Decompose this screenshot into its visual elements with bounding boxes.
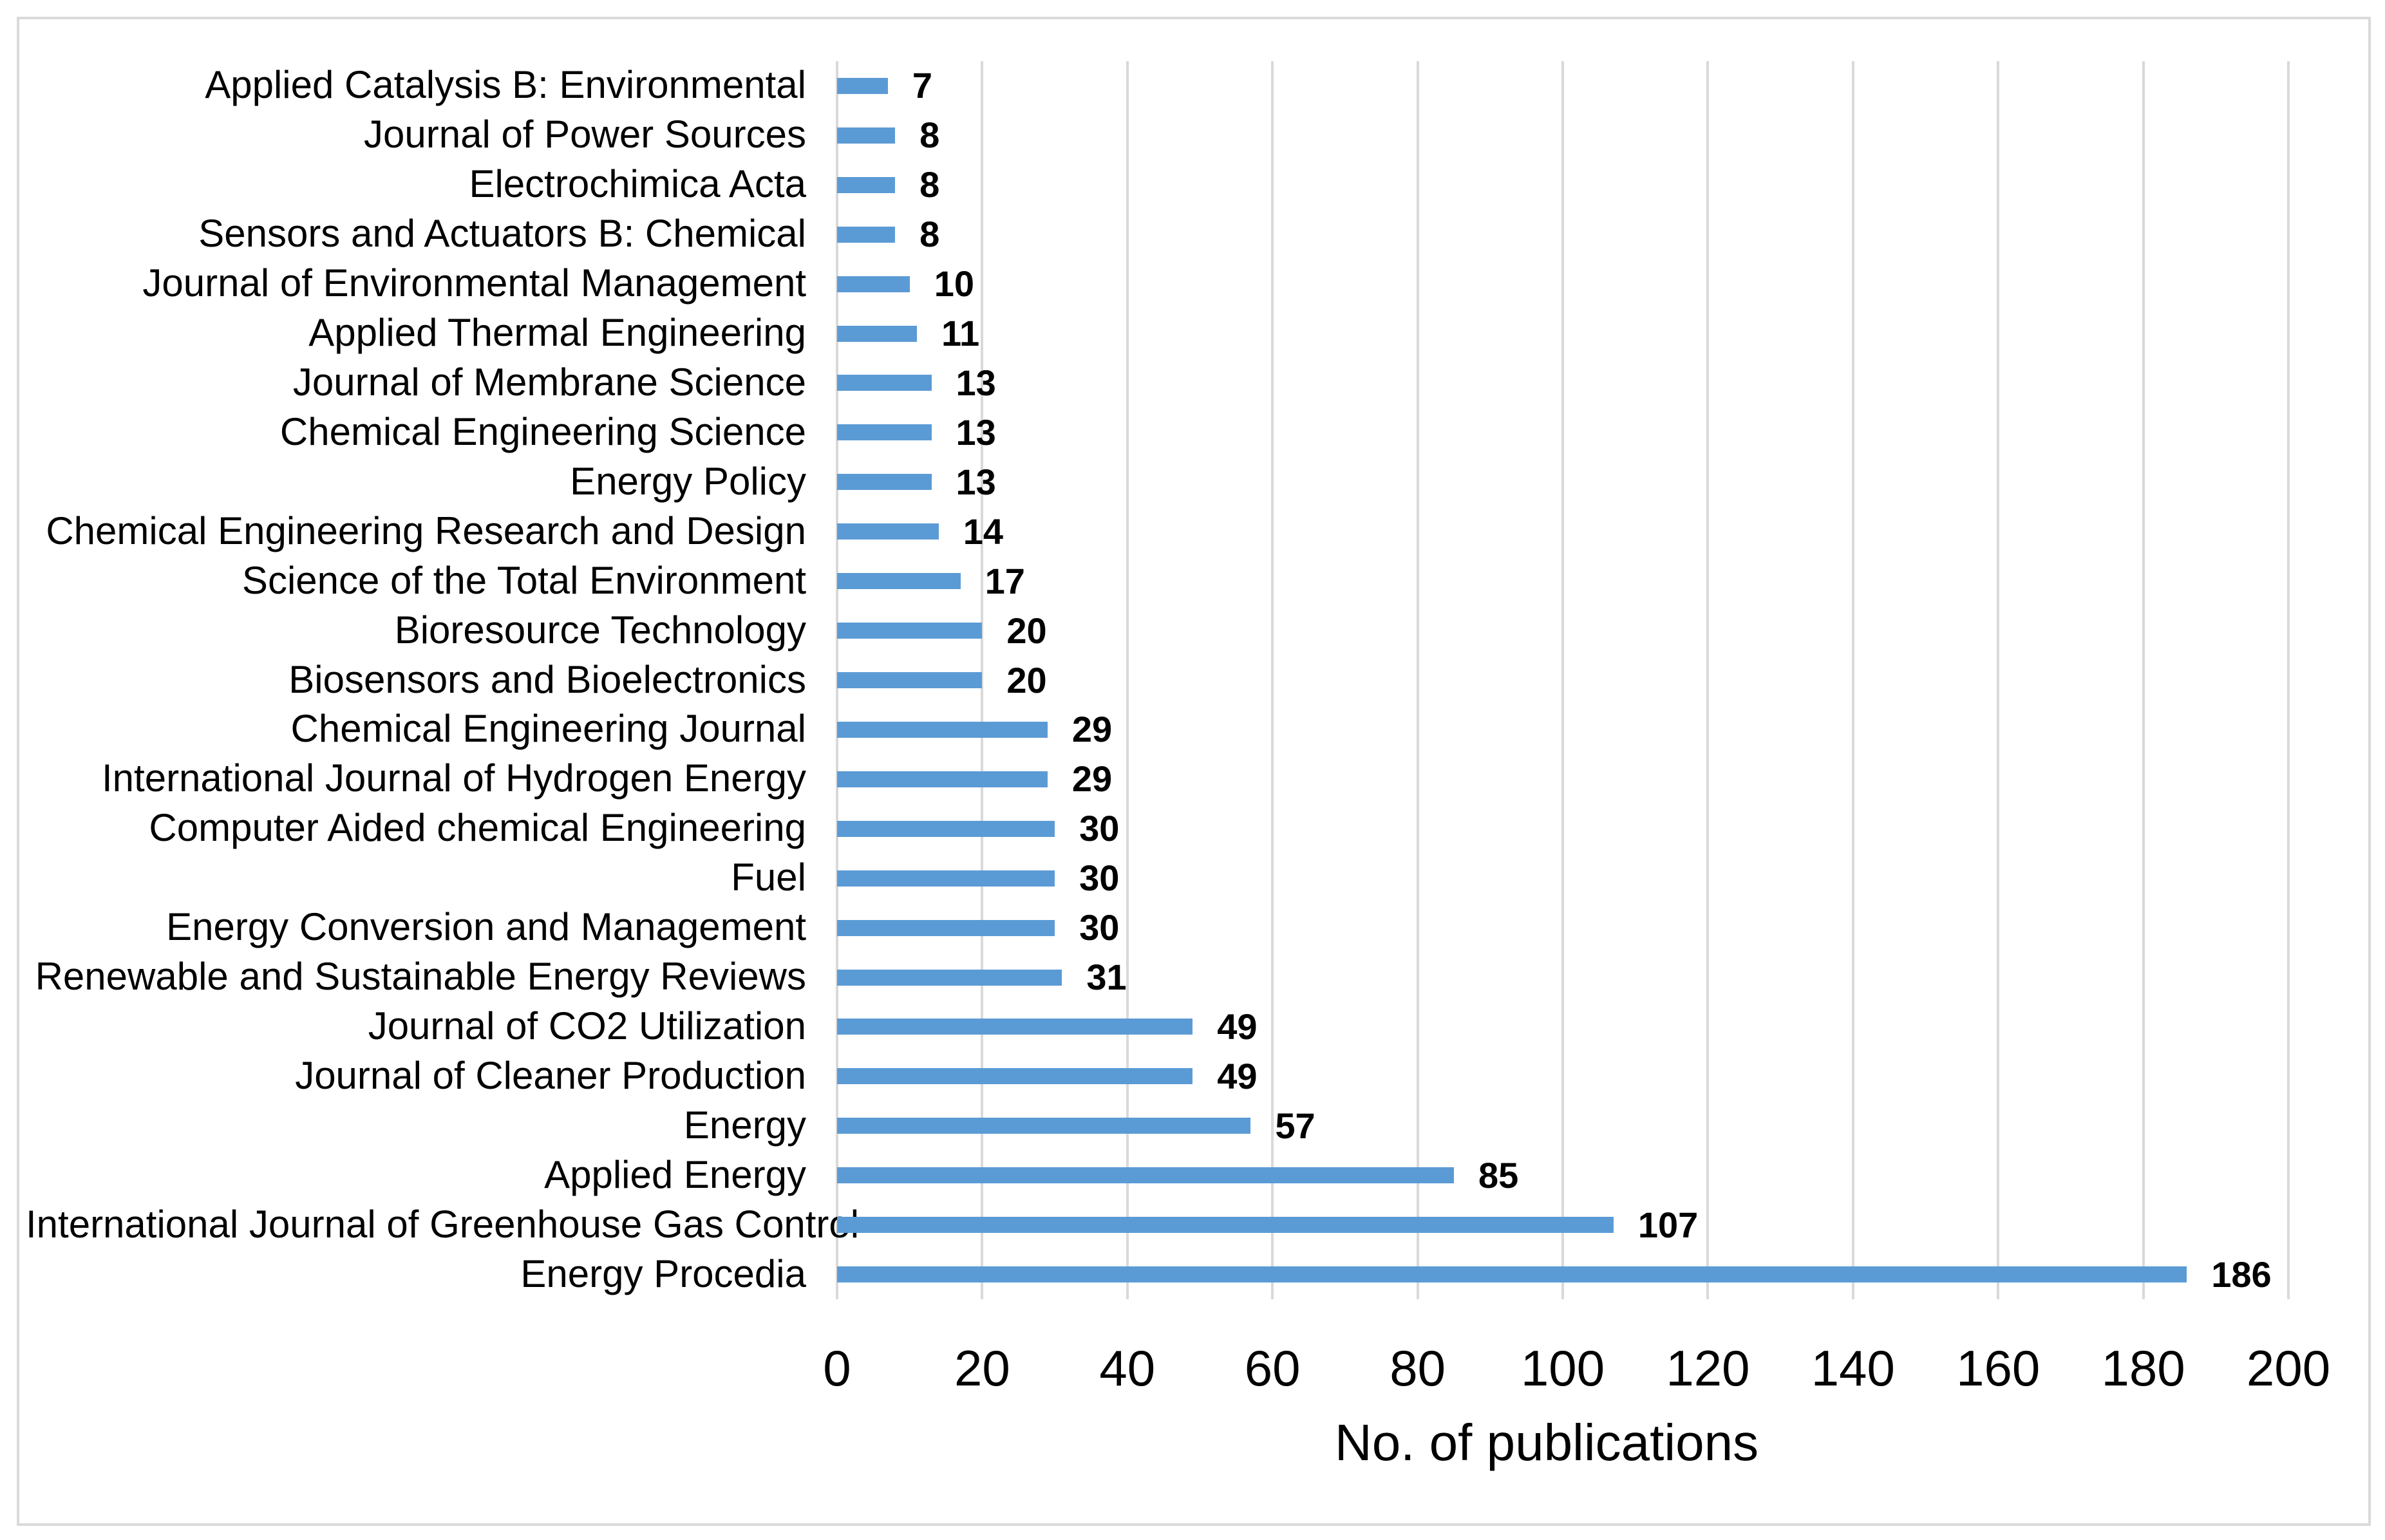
category-label: Journal of CO2 Utilization: [368, 1004, 806, 1047]
category-label: Energy Policy: [570, 459, 806, 503]
bar-20: [837, 672, 983, 688]
value-label: 57: [1275, 1105, 1315, 1146]
category-label: Journal of Environmental Management: [142, 261, 806, 305]
gridline-x-20: [981, 61, 984, 1299]
value-label: 14: [963, 511, 1004, 552]
value-label: 186: [2211, 1254, 2272, 1295]
gridline-x-120: [1706, 61, 1710, 1299]
gridline-x-200: [2287, 61, 2290, 1299]
category-label: Bioresource Technology: [394, 608, 806, 652]
bar-8: [837, 176, 896, 193]
x-tick-label: 160: [1956, 1340, 2041, 1396]
bar-20: [837, 623, 983, 639]
bar-17: [837, 573, 961, 590]
bar-30: [837, 870, 1055, 887]
category-label: International Journal of Hydrogen Energy: [101, 756, 806, 800]
category-label: International Journal of Greenhouse Gas …: [26, 1202, 860, 1246]
bar-30: [837, 919, 1055, 936]
value-label: 17: [985, 560, 1025, 601]
x-axis-title: No. of publications: [1334, 1414, 1759, 1471]
category-label: Applied Thermal Engineering: [308, 311, 806, 355]
category-label: Chemical Engineering Science: [279, 409, 806, 453]
x-tick-label: 100: [1520, 1340, 1605, 1396]
value-label: 107: [1637, 1204, 1699, 1245]
x-tick-label: 20: [954, 1340, 1010, 1396]
category-label: Computer Aided chemical Engineering: [149, 806, 806, 850]
category-label: Fuel: [731, 856, 806, 899]
bar-8: [837, 127, 896, 144]
bar-49: [837, 1068, 1193, 1085]
gridline-x-60: [1271, 61, 1274, 1299]
value-label: 8: [919, 115, 940, 156]
category-label: Sensors and Actuators B: Chemical: [198, 212, 806, 256]
value-label: 13: [956, 411, 996, 453]
value-label: 20: [1006, 659, 1047, 700]
x-tick-label: 120: [1666, 1340, 1750, 1396]
bar-13: [837, 474, 932, 491]
value-label: 30: [1079, 858, 1120, 899]
category-label: Chemical Engineering Research and Design: [46, 509, 806, 552]
gridline-x-160: [1997, 61, 2000, 1299]
gridline-x-40: [1126, 61, 1129, 1299]
bar-13: [837, 424, 932, 441]
bar-186: [837, 1266, 2187, 1283]
bar-10: [837, 276, 910, 292]
x-tick-label: 180: [2101, 1340, 2185, 1396]
gridline-x-80: [1416, 61, 1419, 1299]
bar-11: [837, 325, 917, 342]
value-label: 20: [1006, 610, 1047, 651]
value-label: 29: [1071, 709, 1113, 750]
value-label: 7: [912, 65, 933, 106]
value-label: 13: [956, 362, 996, 403]
gridline-x-180: [2142, 61, 2145, 1299]
category-label: Chemical Engineering Journal: [290, 707, 806, 751]
category-label: Energy Conversion and Management: [166, 905, 806, 949]
category-label: Biosensors and Bioelectronics: [288, 657, 806, 701]
value-label: 10: [934, 263, 974, 305]
value-label: 30: [1079, 808, 1120, 849]
category-label: Applied Energy: [544, 1152, 806, 1196]
category-label: Energy: [683, 1103, 806, 1147]
bar-31: [837, 969, 1062, 986]
x-tick-label: 0: [823, 1340, 851, 1396]
bar-7: [837, 77, 888, 94]
category-label: Applied Catalysis B: Environmental: [205, 63, 806, 107]
x-tick-label: 200: [2246, 1340, 2331, 1396]
bar-57: [837, 1118, 1251, 1134]
bar-107: [837, 1217, 1614, 1234]
category-label: Science of the Total Environment: [241, 558, 806, 602]
category-label: Journal of Power Sources: [363, 113, 806, 156]
value-label: 13: [956, 461, 996, 502]
x-tick-label: 40: [1099, 1340, 1156, 1396]
value-label: 29: [1071, 758, 1113, 800]
gridline-x-100: [1561, 61, 1564, 1299]
category-label: Renewable and Sustainable Energy Reviews: [35, 955, 806, 999]
gridline-x-140: [1851, 61, 1854, 1299]
bar-29: [837, 721, 1048, 738]
category-label: Energy Procedia: [520, 1252, 806, 1295]
value-label: 49: [1217, 1055, 1258, 1096]
category-label: Electrochimica Acta: [469, 162, 806, 206]
value-label: 8: [919, 214, 940, 255]
x-tick-label: 140: [1811, 1340, 1895, 1396]
bar-85: [837, 1167, 1454, 1184]
value-label: 8: [919, 164, 940, 205]
category-label: Journal of Cleaner Production: [295, 1053, 806, 1097]
value-label: 30: [1079, 907, 1120, 948]
value-label: 49: [1217, 1006, 1258, 1047]
value-label: 85: [1478, 1154, 1519, 1196]
bar-30: [837, 820, 1055, 837]
x-tick-label: 60: [1244, 1340, 1301, 1396]
bar-13: [837, 375, 932, 391]
value-label: 31: [1086, 957, 1127, 998]
x-tick-label: 80: [1390, 1340, 1446, 1396]
bar-29: [837, 771, 1048, 787]
category-label: Journal of Membrane Science: [292, 360, 806, 404]
value-label: 11: [941, 313, 980, 354]
bar-8: [837, 226, 896, 243]
bar-14: [837, 523, 939, 540]
bar-49: [837, 1019, 1193, 1035]
